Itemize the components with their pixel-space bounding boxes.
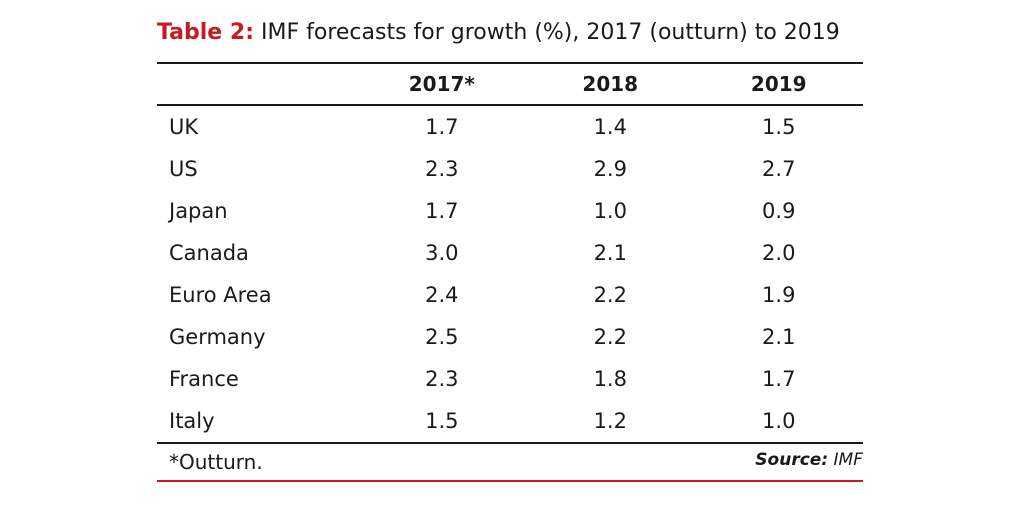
country-cell: France	[169, 367, 239, 391]
table-row: US 2.3 2.9 2.7	[157, 148, 863, 190]
header-2018: 2018	[526, 62, 695, 106]
value-cell: 1.7	[425, 115, 459, 139]
table-row: Italy 1.5 1.2 1.0	[157, 400, 863, 444]
table-row: Germany 2.5 2.2 2.1	[157, 316, 863, 358]
value-cell: 2.0	[762, 241, 796, 265]
value-cell: 2.1	[762, 325, 796, 349]
country-cell: Euro Area	[169, 283, 272, 307]
value-cell: 0.9	[762, 199, 796, 223]
table-row: France 2.3 1.8 1.7	[157, 358, 863, 400]
country-cell: UK	[169, 115, 199, 139]
value-cell: 2.1	[593, 241, 627, 265]
value-cell: 2.3	[425, 157, 459, 181]
country-cell: Italy	[157, 400, 358, 444]
value-cell: 2.2	[593, 283, 627, 307]
table-footer: *Outturn. Source: IMF	[157, 444, 863, 482]
value-cell: 2.5	[425, 325, 459, 349]
value-cell: 1.9	[762, 283, 796, 307]
table-row: UK 1.7 1.4 1.5	[157, 105, 863, 148]
forecast-table-container: 2017* 2018 2019 UK 1.7 1.4 1.5 US 2.3 2.9 2.7 Ja…	[157, 62, 863, 482]
value-cell: 1.5	[357, 400, 527, 444]
table-row: Canada 3.0 2.1 2.0	[157, 232, 863, 274]
country-cell: Canada	[169, 241, 249, 265]
value-cell: 1.5	[762, 115, 796, 139]
header-2019: 2019	[694, 62, 863, 106]
table-header-row: 2017* 2018 2019	[157, 62, 863, 106]
source-note: Source: IMF	[755, 450, 863, 470]
value-cell: 2.3	[425, 367, 459, 391]
value-cell: 3.0	[425, 241, 459, 265]
value-cell: 1.2	[526, 400, 695, 444]
value-cell: 1.8	[593, 367, 627, 391]
table-row: Euro Area 2.4 2.2 1.9	[157, 274, 863, 316]
value-cell: 2.9	[593, 157, 627, 181]
table-title: Table 2: IMF forecasts for growth (%), 2…	[157, 18, 840, 48]
table-row: Japan 1.7 1.0 0.9	[157, 190, 863, 232]
table-title-label: Table 2:	[157, 20, 254, 45]
country-cell: Japan	[169, 199, 228, 223]
value-cell: 1.4	[593, 115, 627, 139]
value-cell: 2.7	[762, 157, 796, 181]
table-title-text: IMF forecasts for growth (%), 2017 (outt…	[261, 20, 840, 45]
value-cell: 1.0	[694, 400, 863, 444]
value-cell: 1.0	[593, 199, 627, 223]
footnote: *Outturn.	[169, 450, 263, 474]
country-cell: Germany	[169, 325, 266, 349]
value-cell: 2.2	[593, 325, 627, 349]
header-country	[157, 62, 358, 106]
header-2017: 2017*	[357, 62, 527, 106]
country-cell: US	[169, 157, 198, 181]
source-label: Source:	[755, 450, 829, 470]
source-value: IMF	[833, 450, 863, 470]
forecast-table: 2017* 2018 2019 UK 1.7 1.4 1.5 US 2.3 2.9 2.7 Ja…	[157, 62, 863, 444]
value-cell: 1.7	[425, 199, 459, 223]
value-cell: 1.7	[762, 367, 796, 391]
value-cell: 2.4	[425, 283, 459, 307]
table-body: UK 1.7 1.4 1.5 US 2.3 2.9 2.7 Japan 1.7 1.0 0.9 Cana…	[157, 105, 863, 444]
